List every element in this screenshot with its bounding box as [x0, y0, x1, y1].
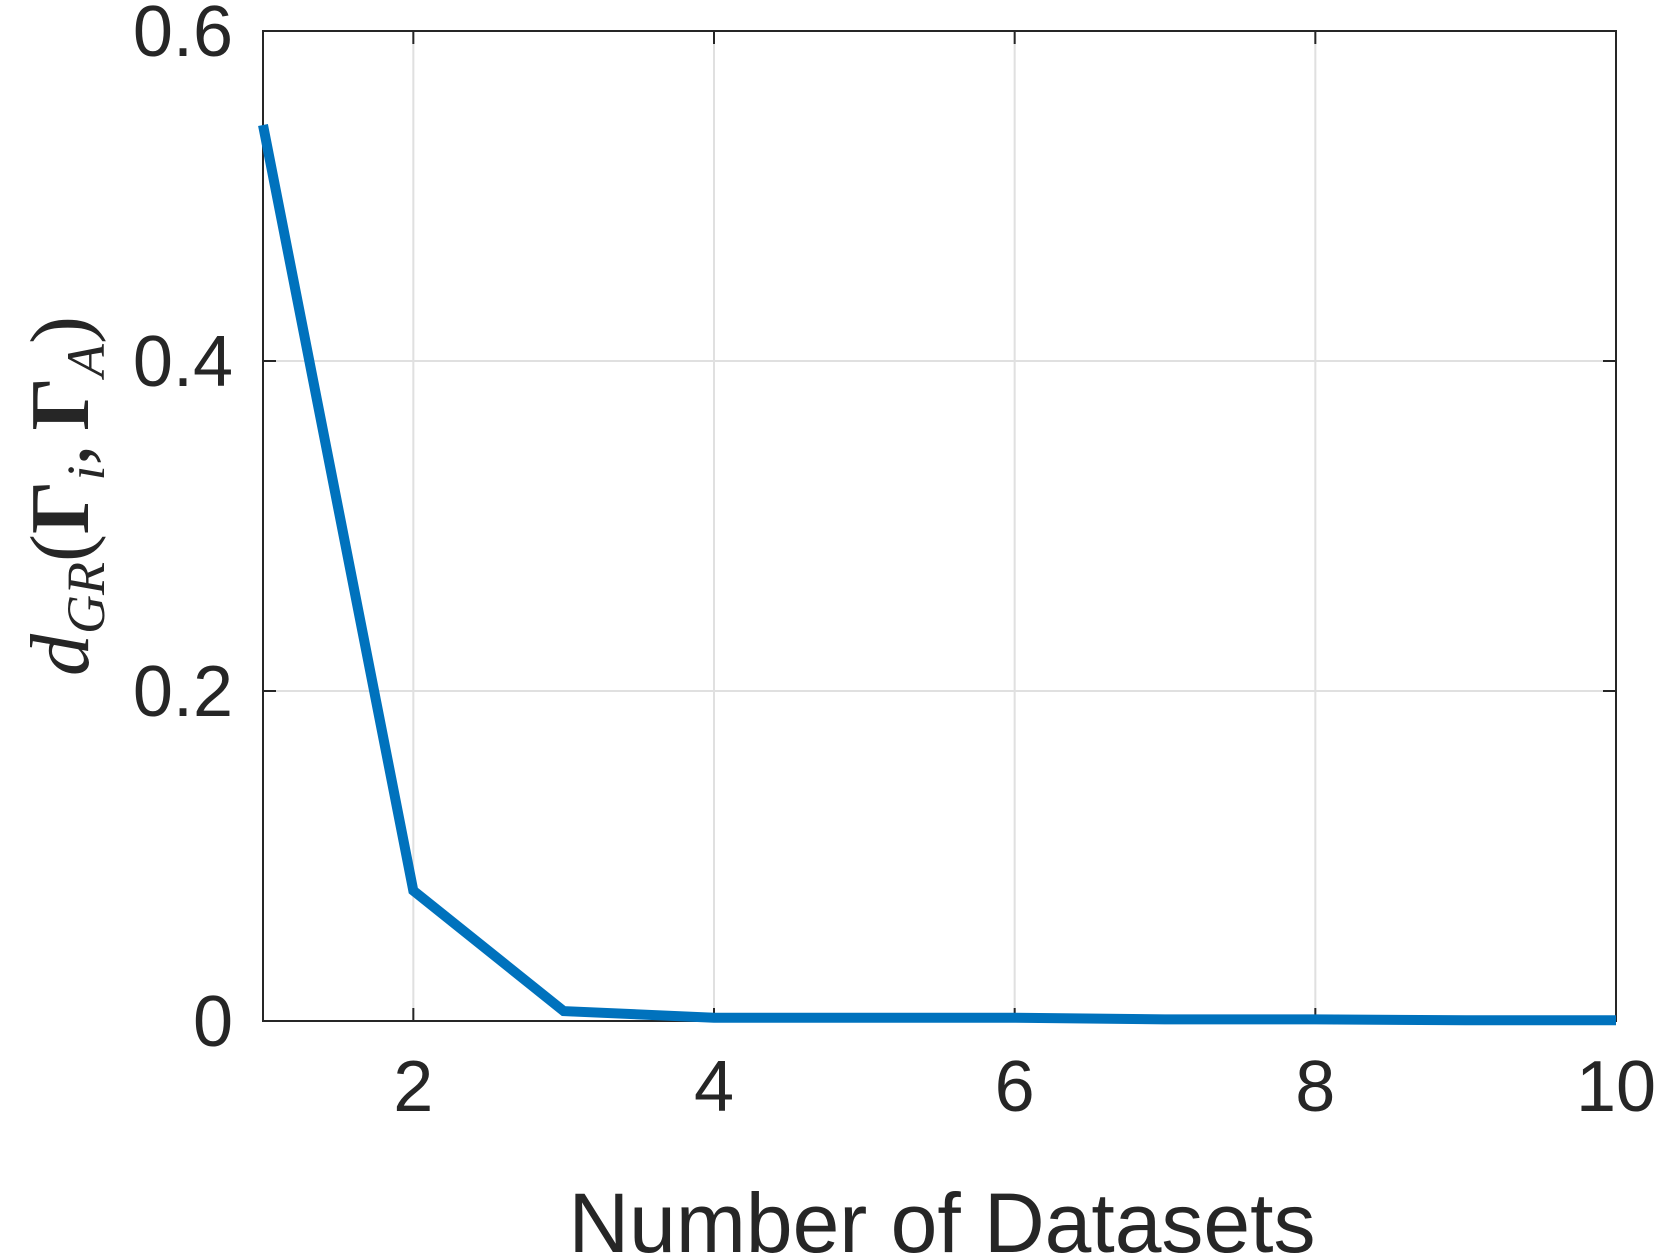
y-tick-labels: 0 0.2 0.4 0.6: [133, 0, 233, 1062]
y-label-d-sub: GR: [56, 562, 116, 634]
y-label-comma: ,: [14, 445, 107, 466]
y-label-gamma-i-sub: i: [56, 466, 116, 481]
y-tick-label: 0: [193, 982, 233, 1062]
grid-lines: [263, 30, 1617, 1022]
x-tick-label: 6: [995, 1047, 1035, 1127]
y-label-gamma-i: Γ: [14, 481, 107, 534]
y-tick-label: 0.2: [133, 652, 233, 732]
axis-ticks: [263, 30, 1617, 1022]
y-label-gamma-a-sub: A: [56, 343, 116, 380]
x-tick-label: 8: [1295, 1047, 1335, 1127]
y-tick-label: 0.6: [133, 0, 233, 72]
y-axis-label: dGR(Γi,ΓA): [14, 316, 116, 676]
x-tick-label: 4: [694, 1047, 734, 1127]
series-line: [258, 124, 1616, 1026]
y-label-close-paren: ): [14, 316, 107, 344]
y-label-gamma-a: Γ: [14, 377, 107, 430]
y-label-d: d: [14, 633, 107, 676]
x-axis-label: Number of Datasets: [569, 1176, 1316, 1259]
x-tick-labels: 2 4 6 8 10: [393, 1047, 1656, 1127]
y-label-open-paren: (: [14, 534, 107, 562]
x-tick-label: 2: [393, 1047, 433, 1127]
plot-area: [262, 30, 1617, 1022]
y-tick-label: 0.4: [133, 322, 233, 402]
x-tick-label: 10: [1576, 1047, 1656, 1127]
series-group: [258, 124, 1616, 1026]
